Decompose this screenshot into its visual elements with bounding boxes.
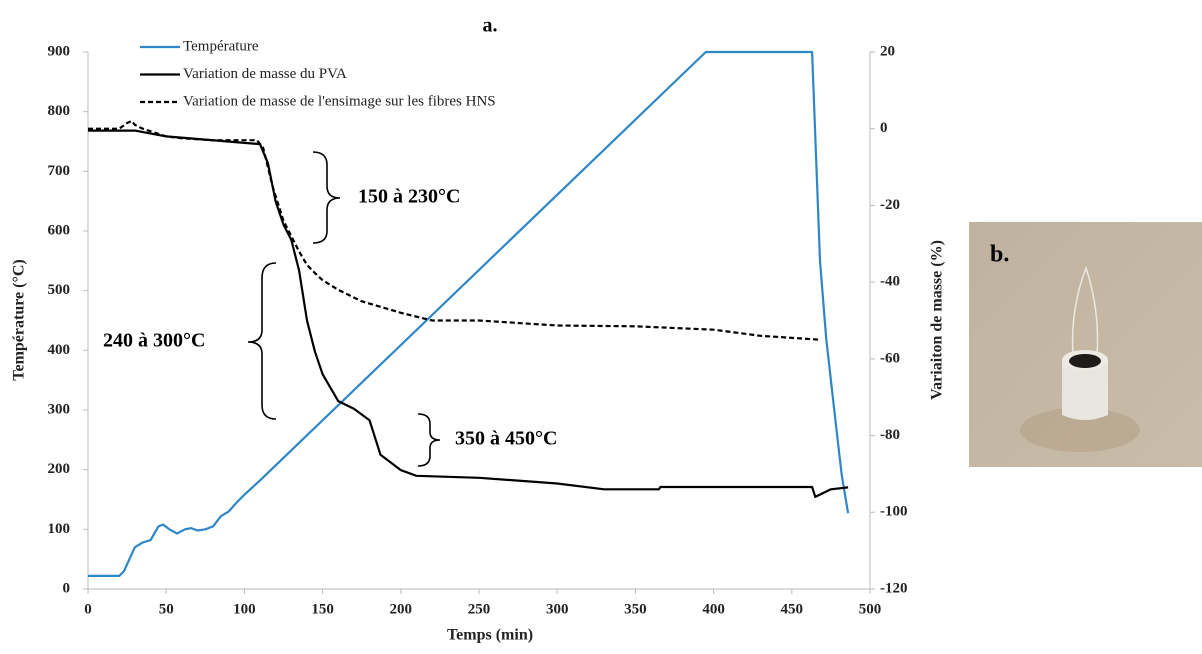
x-tick-label: 50 [159, 601, 174, 617]
series-line [88, 129, 849, 498]
annotation: 350 à 450°C [455, 428, 557, 450]
y2-tick-label: -80 [880, 427, 900, 443]
x-tick-label: 350 [624, 601, 647, 617]
y-tick-label: 800 [48, 103, 71, 119]
y-tick-label: 700 [48, 163, 71, 179]
y-tick-label: 0 [63, 580, 71, 596]
chart-title: a. [483, 15, 498, 37]
y-tick-label: 200 [48, 461, 71, 477]
annotation: 240 à 300°C [103, 330, 205, 352]
legend-label: Variation de masse du PVA [183, 66, 347, 82]
x-tick-label: 0 [84, 601, 92, 617]
legend-label: Température [183, 38, 259, 54]
y2-tick-label: 0 [880, 120, 888, 136]
y-tick-label: 900 [48, 43, 71, 59]
annotation: 150 à 230°C [358, 186, 460, 208]
y-axis-title: Température (°C) [11, 259, 28, 380]
y2-tick-label: 20 [880, 43, 895, 59]
y-tick-label: 400 [48, 342, 71, 358]
photo [969, 222, 1202, 467]
annotation: b. [990, 242, 1009, 268]
x-tick-label: 200 [390, 601, 413, 617]
y2-axis-title: Variaiton de masse (%) [929, 240, 946, 400]
x-tick-label: 250 [468, 601, 491, 617]
y2-tick-label: -60 [880, 350, 900, 366]
y-tick-label: 600 [48, 222, 71, 238]
x-tick-label: 500 [859, 601, 882, 617]
y-tick-label: 500 [48, 282, 71, 298]
x-tick-label: 400 [702, 601, 725, 617]
legend-label: Variation de masse de l'ensimage sur les… [183, 93, 496, 109]
series-line [88, 50, 850, 577]
y2-tick-label: -120 [880, 580, 908, 596]
y2-tick-label: -100 [880, 504, 908, 520]
y-tick-label: 100 [48, 521, 71, 537]
x-tick-label: 100 [233, 601, 256, 617]
x-axis-title: Temps (min) [447, 627, 533, 644]
brackets [247, 151, 441, 467]
y2-tick-label: -40 [880, 274, 900, 290]
x-tick-label: 150 [311, 601, 334, 617]
y-tick-label: 300 [48, 401, 71, 417]
series-line [88, 119, 821, 341]
x-tick-label: 450 [781, 601, 804, 617]
y2-tick-label: -20 [880, 197, 900, 213]
x-tick-label: 300 [546, 601, 569, 617]
